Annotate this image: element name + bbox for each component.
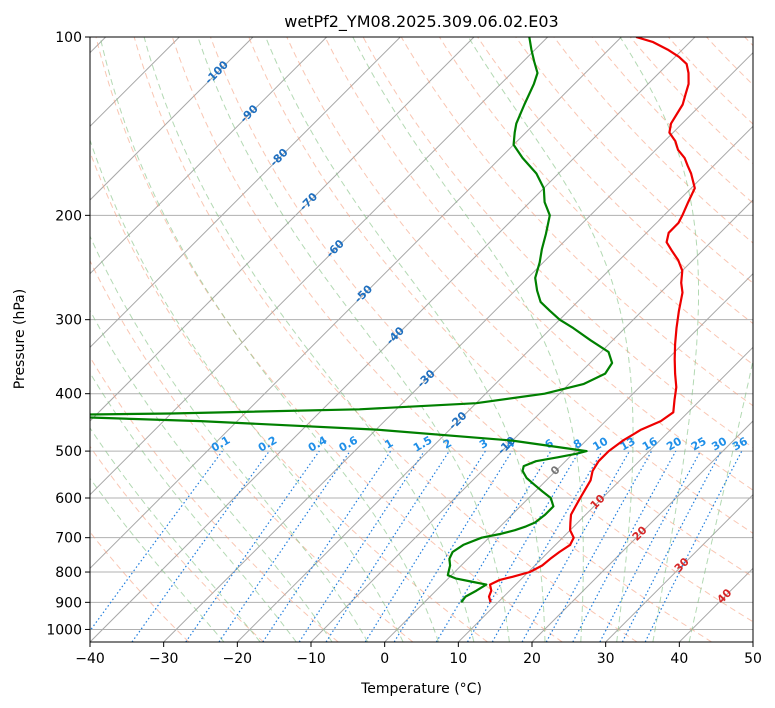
isotherm-line xyxy=(90,37,475,422)
mixing-ratio-line xyxy=(521,450,631,642)
moist-adiabat xyxy=(143,37,475,642)
dewpoint-profile xyxy=(90,37,614,603)
dry-adiabat xyxy=(210,37,753,623)
x-tick-label: 20 xyxy=(523,651,541,667)
mixing-ratio-line xyxy=(491,450,603,642)
x-tick-label: 50 xyxy=(744,651,762,667)
moist-adiabat xyxy=(352,37,584,642)
dry-adiabat xyxy=(171,37,712,642)
y-tick-label: 600 xyxy=(55,491,82,507)
isotherm-line xyxy=(90,37,328,275)
isotherm-line xyxy=(457,346,753,642)
mixing-ratio-line xyxy=(572,450,677,642)
series-layer xyxy=(90,37,696,603)
dry-adiabat xyxy=(90,445,264,642)
x-tick-label: −40 xyxy=(75,651,105,667)
isotherm-line xyxy=(163,51,753,642)
mixing-ratio-line xyxy=(90,450,223,632)
chart-title: wetPf2_YM08.2025.309.06.02.E03 xyxy=(284,12,558,32)
dry-adiabat xyxy=(515,37,753,284)
isotherm-line xyxy=(236,125,753,642)
x-tick-label: −30 xyxy=(149,651,179,667)
dry-adiabat xyxy=(400,37,753,407)
moist-adiabat xyxy=(90,371,297,642)
x-tick-label: 0 xyxy=(380,651,389,667)
y-tick-label: 100 xyxy=(55,30,82,46)
moist-adiabat xyxy=(619,37,699,642)
dry-adiabat xyxy=(362,37,753,449)
moist-adiabat xyxy=(197,37,510,642)
y-tick-label: 1000 xyxy=(46,622,82,638)
y-tick-label: 400 xyxy=(55,387,82,403)
dry-adiabat xyxy=(591,37,753,204)
isotherm-line xyxy=(384,272,753,642)
mixing-ratio-line xyxy=(185,450,320,642)
x-axis-label: Temperature (°C) xyxy=(360,681,482,697)
moist-adiabat xyxy=(90,309,333,642)
moist-adiabat xyxy=(90,235,369,642)
x-tick-label: −10 xyxy=(296,651,326,667)
moist-adiabat xyxy=(90,427,261,642)
moist-adiabat xyxy=(265,37,546,642)
x-tick-label: −20 xyxy=(223,651,253,667)
y-axis-label: Pressure (hPa) xyxy=(12,289,28,389)
isotherm-line xyxy=(90,37,622,570)
y-tick-label: 700 xyxy=(55,531,82,547)
mixing-ratio-line xyxy=(325,450,450,642)
plot-frame xyxy=(89,36,754,643)
moist-adiabat xyxy=(90,477,225,642)
isotherm-line xyxy=(90,37,254,201)
plot-area xyxy=(90,37,753,642)
moist-adiabat xyxy=(467,37,634,642)
isotherm-line xyxy=(90,37,549,496)
mixing-ratio-line xyxy=(466,450,580,642)
dry-adiabat xyxy=(133,37,638,642)
moist-adiabat xyxy=(99,37,439,642)
dry-adiabat xyxy=(324,37,753,491)
x-tick-label: 10 xyxy=(449,651,467,667)
dry-adiabat xyxy=(248,37,753,578)
mixing-ratio-line xyxy=(364,450,486,642)
isotherm-line xyxy=(90,37,401,349)
y-tick-label: 300 xyxy=(55,313,82,329)
y-tick-label: 500 xyxy=(55,444,82,460)
isotherm-line xyxy=(531,420,753,642)
mixing-ratio-line xyxy=(545,450,653,642)
x-tick-label: 40 xyxy=(670,651,688,667)
mixing-ratio-line xyxy=(393,450,513,642)
y-tick-label: 200 xyxy=(55,208,82,224)
grid-layer xyxy=(90,37,753,642)
x-tick-label: 30 xyxy=(597,651,615,667)
isotherm-line xyxy=(605,493,753,642)
mixing-ratio-line xyxy=(131,450,270,642)
y-tick-label: 900 xyxy=(55,595,82,611)
mixing-ratio-line xyxy=(218,450,351,642)
dry-adiabat xyxy=(629,37,753,165)
axis-layer: −40 −30 −20 −10 0 10 20 30 40 50 1000 900 800 700 600 5… xyxy=(46,30,762,667)
temperature-profile xyxy=(487,37,696,603)
moist-adiabat xyxy=(688,358,753,642)
dry-adiabat xyxy=(477,37,753,325)
isotherm-line xyxy=(90,37,696,642)
y-tick-label: 800 xyxy=(55,565,82,581)
